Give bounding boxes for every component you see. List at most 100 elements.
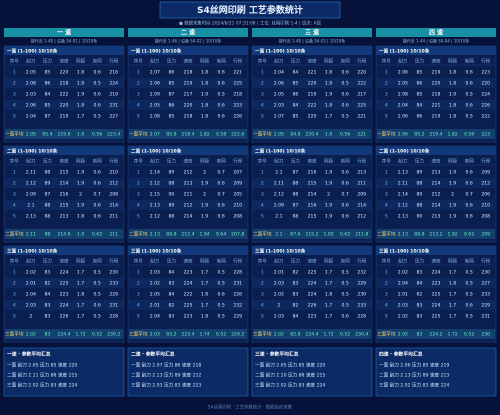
table-cell: 84	[44, 92, 50, 98]
table-header: 速度	[183, 258, 193, 265]
table-cell: 0.6	[341, 314, 348, 320]
table-cell: 221	[357, 114, 366, 120]
avg-cell: 221	[357, 132, 366, 138]
table-cell: 1.7	[77, 270, 84, 276]
section-label: 二面 (1-100) 10/10条	[7, 147, 58, 154]
table-cell: 5	[13, 314, 16, 320]
section-label: 一面 (1-100) 10/10条	[379, 47, 430, 54]
table-cell: 0.5	[93, 114, 100, 120]
table-cell: 224	[184, 281, 193, 287]
column-title: 二 速	[181, 28, 195, 36]
table-cell: 2	[451, 192, 454, 198]
table-cell: 83	[292, 281, 298, 287]
avg-cell: 223.4	[181, 332, 194, 338]
table-cell: 0.6	[217, 114, 224, 120]
summary-line: 三面 刮刀 2.03 压力 83 速度 223	[131, 382, 201, 389]
table-cell: 86	[416, 81, 422, 87]
avg-label: 三面平均	[5, 331, 24, 338]
table-cell: 1.7	[325, 303, 332, 309]
avg-cell: 0.64	[216, 232, 226, 238]
table-header: 刮刀	[398, 258, 408, 265]
summary-panel	[127, 347, 249, 397]
table-header: 刮刀	[150, 258, 160, 265]
table-cell: 1.8	[77, 70, 84, 76]
table-cell: 4	[385, 303, 388, 309]
table-cell: 217	[357, 92, 366, 98]
table-cell: 214	[184, 214, 193, 220]
table-header: 离网	[465, 58, 475, 65]
row-stripe	[5, 78, 123, 88]
table-cell: 213	[357, 170, 366, 176]
table-cell: 1.8	[325, 103, 332, 109]
table-header: 网距	[324, 259, 334, 265]
table-header: 离网	[93, 258, 103, 265]
table-cell: 2.12	[398, 203, 408, 209]
table-cell: 2	[29, 314, 32, 320]
avg-cell: 0.62	[92, 232, 102, 238]
table-cell: 0.6	[93, 170, 100, 176]
table-cell: 0.6	[93, 70, 100, 76]
table-cell: 1.9	[201, 214, 208, 220]
table-header: 网距	[448, 59, 458, 65]
table-header: 刮刀	[274, 58, 284, 65]
table-cell: 87	[292, 170, 298, 176]
table-header: 压力	[291, 58, 301, 65]
table-cell: 2	[261, 181, 264, 187]
table-cell: 82	[292, 303, 298, 309]
table-cell: 2.03	[274, 103, 284, 109]
table-cell: 4	[13, 303, 16, 309]
avg-bar	[129, 229, 247, 239]
avg-cell: 230.2	[107, 332, 120, 338]
avg-label: 一面平均	[5, 131, 24, 138]
table-cell: 1.7	[201, 303, 208, 309]
table-cell: 5	[261, 114, 264, 120]
table-cell: 2	[203, 170, 206, 176]
avg-cell: 83.2	[166, 332, 176, 338]
row-stripe	[377, 178, 495, 188]
summary-line: 二面 刮刀 2.13 压力 89 速度 212	[131, 372, 201, 379]
table-cell: 218	[233, 92, 242, 98]
table-header: 离网	[341, 58, 351, 65]
row-stripe	[5, 178, 123, 188]
table-cell: 225	[357, 103, 366, 109]
table-cell: 88	[44, 170, 50, 176]
table-cell: 1.7	[77, 314, 84, 320]
row-stripe	[253, 100, 371, 110]
table-header: 网距	[200, 59, 210, 65]
table-cell: 4	[137, 303, 140, 309]
table-cell: 224	[308, 292, 317, 298]
table-cell: 2.06	[26, 103, 36, 109]
table-cell: 225	[432, 292, 441, 298]
avg-cell: 219.4	[429, 132, 442, 138]
table-cell: 212	[184, 170, 193, 176]
table-cell: 83	[44, 303, 50, 309]
table-cell: 2.1	[27, 203, 34, 209]
section-label: 三面 (1-100) 10/10条	[131, 247, 182, 254]
table-cell: 86	[44, 81, 50, 87]
table-cell: 209	[481, 170, 490, 176]
avg-bar	[5, 229, 123, 239]
avg-cell: 83	[416, 332, 422, 338]
avg-label: 一面平均	[253, 131, 272, 138]
avg-bar	[129, 129, 247, 139]
table-cell: 212	[481, 181, 490, 187]
table-cell: 229	[233, 314, 242, 320]
table-cell: 0.6	[93, 303, 100, 309]
table-cell: 230	[481, 270, 490, 276]
table-cell: 1.8	[201, 292, 208, 298]
table-cell: 1.7	[449, 303, 456, 309]
section-label: 二面 (1-100) 10/10条	[131, 147, 182, 154]
table-cell: 214	[308, 192, 317, 198]
table-cell: 0.6	[217, 81, 224, 87]
section-label-bar	[376, 246, 496, 255]
table-cell: 89	[44, 181, 50, 187]
table-cell: 220	[308, 81, 317, 87]
table-cell: 0.6	[93, 214, 100, 220]
table-cell: 1.9	[325, 92, 332, 98]
row-stripe	[129, 278, 247, 288]
table-cell: 2.01	[150, 303, 160, 309]
table-cell: 222	[308, 103, 317, 109]
table-header: 速度	[307, 58, 317, 65]
table-header: 速度	[431, 58, 441, 65]
table-cell: 224	[60, 303, 69, 309]
